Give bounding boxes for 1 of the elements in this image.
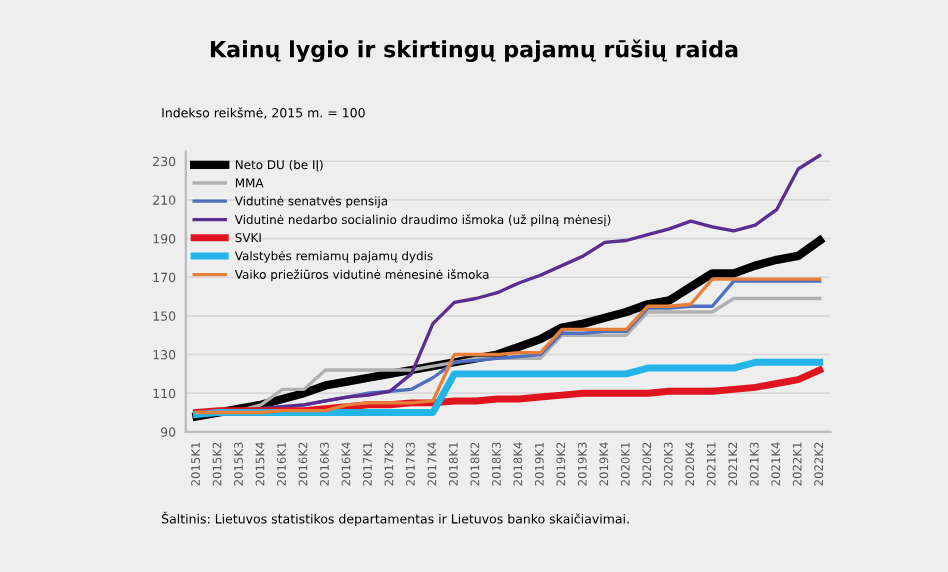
chart-title: Kainų lygio ir skirtingų pajamų rūšių raida: [210, 39, 738, 62]
